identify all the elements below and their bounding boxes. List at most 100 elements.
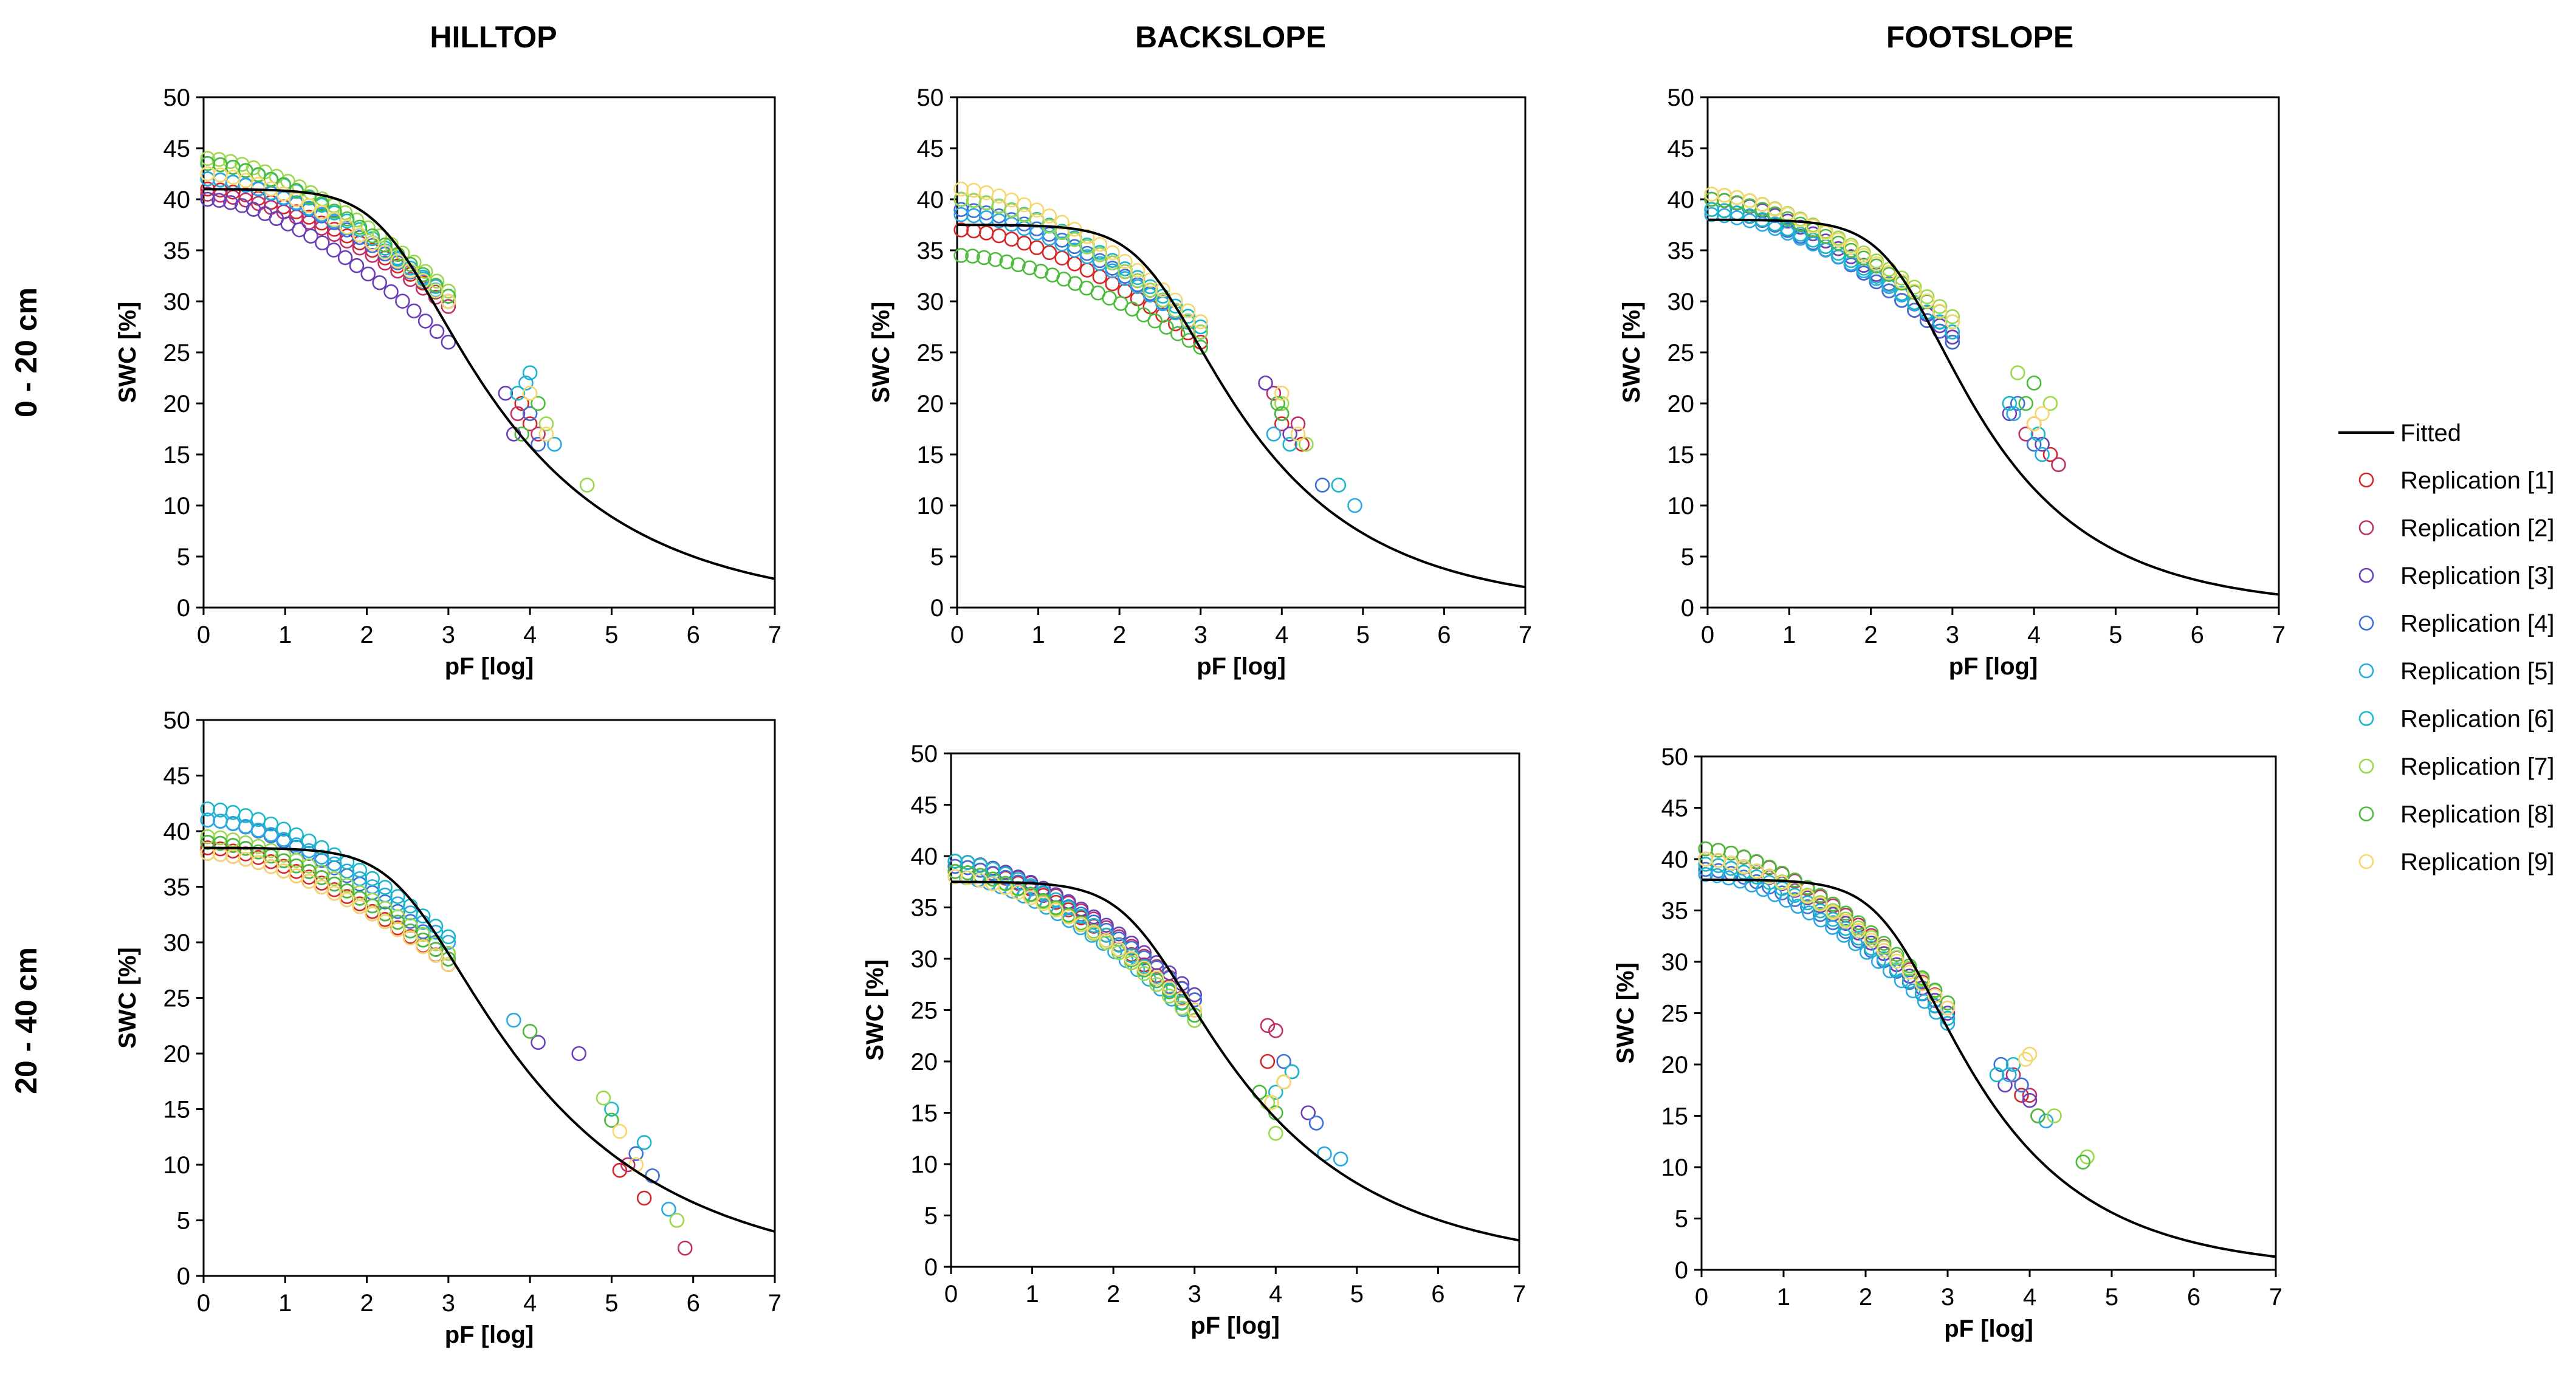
- plot-frame: [956, 96, 1527, 609]
- x-tick-label: 7: [1513, 1281, 1526, 1308]
- series-replication-7: [953, 191, 1314, 452]
- y-tick-label: 40: [1668, 187, 1695, 213]
- series-replication-4: [947, 859, 1324, 1131]
- data-point: [339, 892, 355, 908]
- legend: Fitted Replication [1]Replication [2]Rep…: [2338, 420, 2554, 876]
- data-point: [315, 235, 330, 251]
- y-tick-label: 5: [177, 1208, 190, 1235]
- data-point: [1260, 1018, 1276, 1034]
- y-tick-label: 0: [1675, 1257, 1688, 1284]
- data-point: [417, 314, 433, 329]
- y-tick-label: 45: [163, 135, 191, 162]
- data-point: [1932, 303, 1948, 319]
- data-point: [2035, 447, 2050, 462]
- series-replication-5: [1704, 207, 2050, 462]
- x-tick-label: 1: [1031, 622, 1045, 648]
- data-point: [1170, 326, 1186, 341]
- data-point: [1762, 869, 1777, 885]
- data-point: [966, 223, 981, 239]
- data-point: [2022, 1088, 2038, 1103]
- data-point: [2080, 1149, 2095, 1165]
- y-tick-label: 35: [911, 895, 938, 922]
- data-point: [985, 862, 1001, 877]
- data-point: [1299, 436, 1314, 452]
- y-tick-label: 25: [1661, 1001, 1689, 1027]
- data-point: [514, 396, 530, 411]
- y-tick-label: 0: [924, 1254, 938, 1281]
- series-replication-1: [200, 840, 652, 1206]
- data-point: [415, 939, 431, 955]
- y-tick-label: 20: [163, 1041, 191, 1068]
- data-point: [636, 1190, 652, 1206]
- y-tick-label: 25: [1668, 340, 1695, 366]
- data-point: [263, 827, 279, 842]
- data-point: [1149, 970, 1164, 986]
- data-point: [1294, 436, 1310, 452]
- fitted-curve: [204, 846, 775, 1233]
- data-point: [337, 250, 353, 266]
- data-point: [1268, 1126, 1283, 1141]
- data-point: [441, 293, 456, 309]
- data-point: [987, 252, 1003, 267]
- data-point: [1919, 293, 1935, 309]
- data-point: [531, 427, 546, 442]
- y-tick-label: 15: [163, 442, 191, 468]
- data-point: [2026, 375, 2042, 391]
- data-point: [510, 385, 526, 401]
- data-point: [1276, 1054, 1291, 1069]
- data-point: [596, 1090, 611, 1106]
- series-replication-3: [1704, 191, 2050, 452]
- y-tick-label: 35: [1668, 238, 1695, 264]
- data-point: [1830, 232, 1846, 248]
- data-point: [372, 275, 387, 290]
- x-tick-label: 3: [442, 1290, 455, 1317]
- data-point: [1754, 197, 1770, 213]
- data-point: [1276, 1074, 1291, 1090]
- data-point: [250, 812, 266, 828]
- data-point: [1290, 416, 1306, 431]
- x-tick-label: 0: [1695, 1284, 1708, 1311]
- data-point: [628, 1146, 644, 1161]
- data-point: [1876, 943, 1892, 958]
- data-point: [428, 283, 444, 298]
- x-tick-label: 6: [687, 1290, 700, 1317]
- data-point: [1945, 334, 1960, 350]
- x-tick-label: 1: [1025, 1281, 1039, 1308]
- column-title-hilltop: HILLTOP: [430, 20, 557, 54]
- data-point: [1264, 1095, 1279, 1110]
- data-point: [250, 166, 266, 182]
- y-tick-label: 40: [1661, 846, 1689, 873]
- data-point: [531, 396, 546, 411]
- data-point: [1698, 867, 1714, 882]
- data-point: [276, 832, 292, 847]
- data-point: [1073, 917, 1089, 932]
- data-point: [1830, 249, 1846, 264]
- data-point: [1124, 301, 1140, 317]
- data-point: [2018, 396, 2034, 411]
- data-point: [1270, 396, 1285, 411]
- data-point: [1252, 1085, 1267, 1100]
- series-replication-5: [953, 207, 1362, 513]
- y-tick-label: 50: [1661, 744, 1689, 770]
- y-tick-label: 10: [1668, 493, 1695, 519]
- x-axis-title: pF [log]: [1949, 653, 2038, 680]
- data-point: [1914, 970, 1930, 986]
- y-tick-label: 40: [163, 818, 191, 845]
- data-point: [289, 827, 304, 843]
- data-point: [1793, 212, 1808, 228]
- data-point: [301, 198, 317, 213]
- data-point: [1749, 863, 1764, 879]
- data-point: [339, 219, 355, 235]
- data-point: [1004, 192, 1019, 208]
- data-point: [406, 303, 422, 319]
- x-tick-label: 7: [1519, 622, 1532, 648]
- data-point: [1945, 314, 1960, 329]
- data-point: [1153, 981, 1168, 996]
- data-point: [349, 212, 365, 228]
- y-axis-title: SWC [%]: [868, 302, 895, 403]
- data-point: [976, 250, 992, 266]
- data-point: [510, 406, 526, 422]
- y-tick-label: 15: [163, 1097, 191, 1123]
- data-point: [1017, 235, 1032, 251]
- data-point: [1805, 218, 1821, 234]
